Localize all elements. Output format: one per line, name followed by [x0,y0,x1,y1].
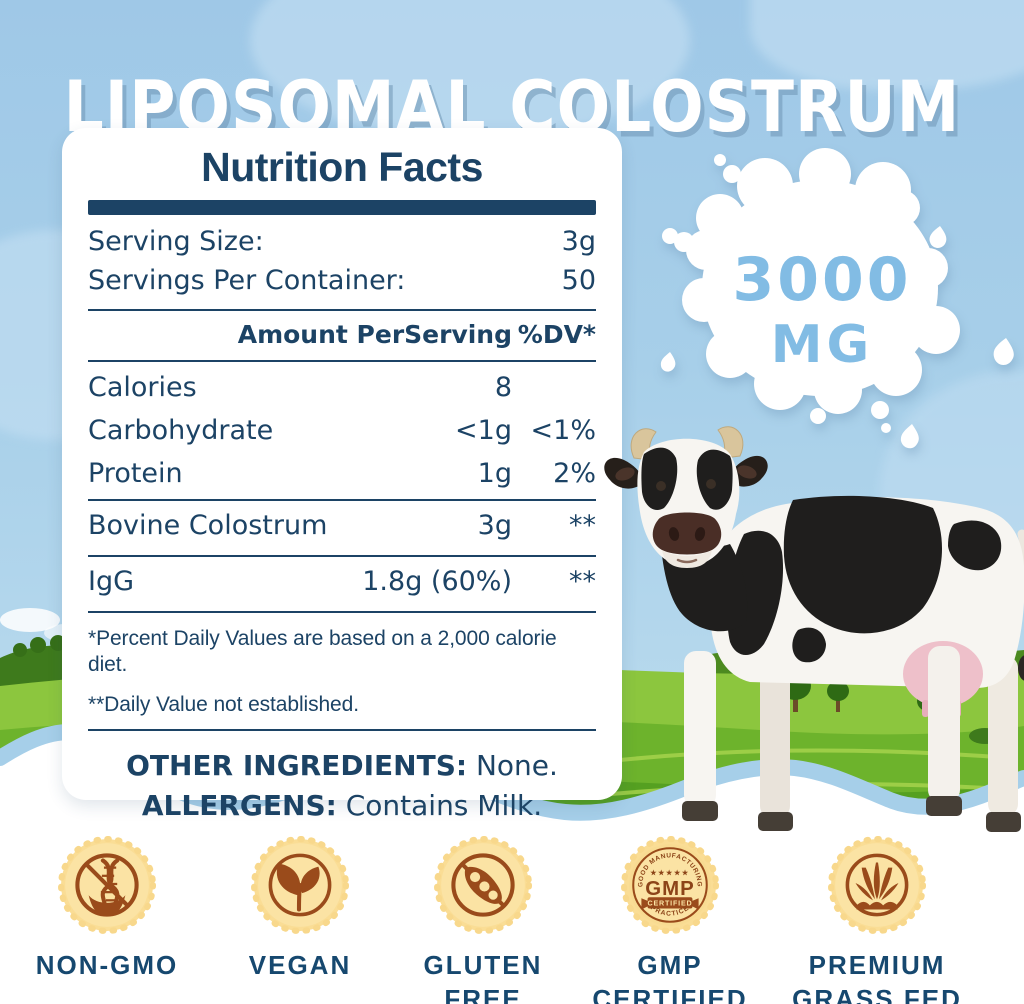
nutrient-row-carbohydrate: Carbohydrate <1g <1% [88,414,596,446]
nutrient-row-protein: Protein 1g 2% [88,457,596,489]
divider-rule [88,359,596,362]
dosage-unit: MG [771,315,873,375]
other-ingredients-label: OTHER INGREDIENTS: [126,748,468,782]
divider-rule [88,308,596,311]
footnote-daily-values: *Percent Daily Values are based on a 2,0… [88,627,557,677]
servings-label: Servings Per Container: [88,265,406,297]
milk-droplet [993,338,1014,366]
nutrient-row-bovine-colostrum: Bovine Colostrum 3g ** [88,510,596,542]
milk-droplet [660,352,676,372]
servings-per-container-row: Servings Per Container: 50 [88,265,596,297]
dv-column-header: %DV* [517,319,596,349]
milk-droplet [900,424,919,449]
cloud-blob [750,0,1024,90]
divider-rule [88,728,596,731]
nutrient-row-calories: Calories 8 [88,371,512,403]
milk-droplet [929,226,947,248]
serving-size-row: Serving Size: 3g [88,226,596,258]
other-ingredients-value: None. [475,748,558,782]
allergens-label: ALLERGENS: [141,788,337,822]
serving-size-label: Serving Size: [88,226,264,257]
milk-splash-badge: 3000 MG [660,148,1014,449]
column-header-row: Amount PerServing %DV* [88,320,596,349]
nutrition-facts-title: Nutrition Facts [201,144,483,190]
milk-splash-shape [660,148,1014,449]
header-bar [88,200,596,215]
dosage-amount: 3000 [733,245,912,315]
nutrient-row-igg: IgG 1.8g (60%) ** [88,566,596,598]
divider-rule [88,499,596,502]
footnote-not-established: **Daily Value not established. [88,692,359,716]
serving-size-value: 3g [561,226,596,257]
other-ingredients-line: OTHER INGREDIENTS: None. ALLERGENS: Cont… [88,746,596,826]
amount-column-header: Amount PerServing [237,319,512,349]
nutrition-facts-panel: Nutrition Facts Serving Size: 3g Serving… [62,128,622,822]
cloud [0,608,60,632]
servings-value: 50 [561,265,596,297]
divider-rule [88,611,596,614]
allergens-value: Contains Milk. [345,788,543,822]
divider-rule [88,555,596,558]
cow-illustration [604,426,1024,832]
